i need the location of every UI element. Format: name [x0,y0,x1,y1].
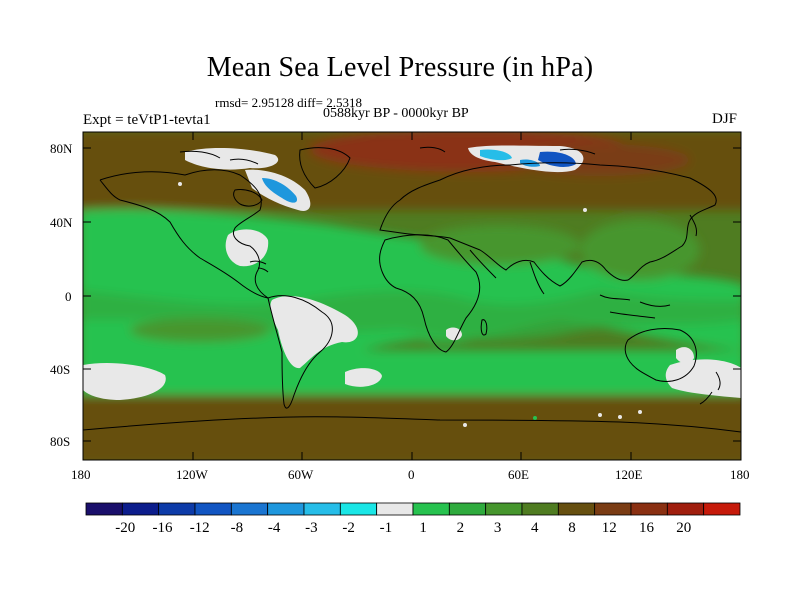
colorbar-swatch [194,502,232,516]
x-label-120e: 120E [615,467,643,482]
colorbar-tick-label: -20 [115,520,136,536]
coastlines [83,146,741,433]
experiment-label: Expt = teVtP1-tevta1 [83,112,211,128]
colorbar-tick-label: -8 [230,520,244,536]
x-label-60w: 60W [288,467,314,482]
rmsd-diff-stats: rmsd= 2.95128 diff= 2.5318 [215,95,362,110]
colorbar-swatch [85,502,123,516]
colorbar-swatch [594,502,632,516]
colorbar-tick-label: 4 [531,520,539,536]
x-label-180e: 180 [730,467,750,482]
x-label-120w: 120W [176,467,208,482]
colorbar-swatch [666,502,705,516]
season-label: DJF [712,111,738,127]
axis-ticks [82,132,742,460]
y-label-0: 0 [65,289,72,304]
map-title: Mean Sea Level Pressure (in hPa) [206,52,594,83]
y-label-80n: 80N [50,141,73,156]
colorbar-tick-label: -3 [305,520,318,536]
colorbar-tick-label: -2 [342,520,355,536]
colorbar-swatch [158,502,196,516]
colorbar-swatch [376,502,414,516]
colorbar-tick-label: 16 [639,520,654,536]
pressure-anomaly-field [83,132,741,460]
colorbar-tick-label: 3 [493,520,502,536]
colorbar-tick-label: 2 [456,520,465,536]
colorbar-swatch [267,502,305,516]
x-label-180w: 180 [71,467,91,482]
colorbar-tick-label: -12 [189,520,210,536]
colorbar-swatch [630,502,668,516]
y-label-40s: 40S [50,362,71,377]
colorbar-swatch [121,502,160,516]
y-label-80s: 80S [50,434,71,449]
colorbar-swatch [521,502,559,516]
colorbar-swatch [339,502,378,516]
colorbar-tick-label: -16 [152,520,173,536]
x-label-60e: 60E [508,467,529,482]
colorbar-tick-label: 1 [419,520,427,536]
y-label-40n: 40N [50,215,73,230]
colorbar-swatch [703,502,741,516]
colorbar-swatch [557,502,596,516]
colorbar-tick-label: 12 [601,520,617,536]
colorbar-tick-label: -1 [379,520,393,536]
x-label-0: 0 [408,467,415,482]
colorbar [85,502,741,516]
colorbar-swatch [303,502,341,516]
colorbar-swatch [448,502,487,516]
time-period: 0588kyr BP - 0000kyr BP [323,106,469,121]
colorbar-tick-label: -4 [267,520,281,536]
colorbar-swatch [412,502,450,516]
colorbar-tick-label: 20 [676,520,692,536]
colorbar-tick-label: 8 [568,520,576,536]
colorbar-swatch [230,502,269,516]
colorbar-swatch [485,502,523,516]
